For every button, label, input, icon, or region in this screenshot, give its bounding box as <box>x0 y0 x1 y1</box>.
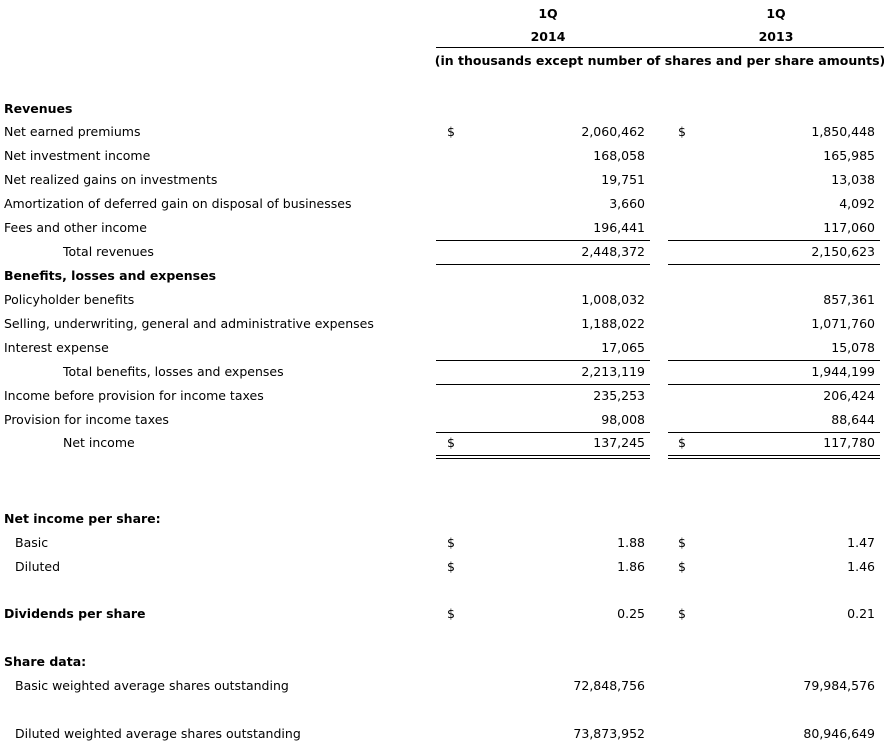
amount: 2,448,372 <box>581 244 645 259</box>
amount: 0.25 <box>617 606 645 621</box>
amount: 196,441 <box>593 220 645 235</box>
section-label: Benefits, losses and expenses <box>4 268 217 283</box>
amount: 3,660 <box>609 196 645 211</box>
amount: 117,060 <box>823 220 875 235</box>
header-rule <box>436 47 884 48</box>
row-label: Diluted <box>15 559 61 574</box>
section-label: Net income per share: <box>4 511 161 526</box>
row-label: Net investment income <box>4 148 151 163</box>
amount: 137,245 <box>593 435 645 450</box>
rule <box>668 384 880 385</box>
rule <box>436 384 650 385</box>
row-label: Interest expense <box>4 340 109 355</box>
rule <box>668 458 880 459</box>
amount: 1,944,199 <box>811 364 875 379</box>
currency: $ <box>678 435 686 450</box>
amount: 98,008 <box>601 412 645 427</box>
row-label: Provision for income taxes <box>4 412 169 427</box>
amount: 80,946,649 <box>803 726 875 741</box>
row-label: Amortization of deferred gain on disposa… <box>4 196 352 211</box>
amount: 1,188,022 <box>581 316 645 331</box>
amount: 1.46 <box>847 559 875 574</box>
rule <box>436 432 650 433</box>
amount: 0.21 <box>847 606 875 621</box>
amount: 73,873,952 <box>573 726 645 741</box>
currency: $ <box>447 124 455 139</box>
row-label: Policyholder benefits <box>4 292 135 307</box>
amount: 19,751 <box>601 172 645 187</box>
currency: $ <box>447 435 455 450</box>
amount: 235,253 <box>593 388 645 403</box>
row-label: Fees and other income <box>4 220 147 235</box>
row-label: Net earned premiums <box>4 124 141 139</box>
amount: 72,848,756 <box>573 678 645 693</box>
units-note: (in thousands except number of shares an… <box>434 53 884 68</box>
column-year: 2014 <box>530 29 566 44</box>
column-period: 1Q <box>766 6 786 21</box>
rule <box>668 360 880 361</box>
currency: $ <box>678 606 686 621</box>
row-label: Basic <box>15 535 49 550</box>
rule <box>668 455 880 456</box>
row-label: Net realized gains on investments <box>4 172 218 187</box>
row-label: Total revenues <box>63 244 154 259</box>
currency: $ <box>678 535 686 550</box>
amount: 165,985 <box>823 148 875 163</box>
amount: 15,078 <box>831 340 875 355</box>
rule <box>668 432 880 433</box>
rule <box>436 455 650 456</box>
currency: $ <box>447 559 455 574</box>
rule <box>436 240 650 241</box>
rule <box>436 264 650 265</box>
section-label: Revenues <box>4 101 73 116</box>
amount: 17,065 <box>601 340 645 355</box>
row-label: Income before provision for income taxes <box>4 388 264 403</box>
rule <box>436 360 650 361</box>
currency: $ <box>447 606 455 621</box>
rule <box>668 240 880 241</box>
column-period: 1Q <box>538 6 558 21</box>
amount: 2,060,462 <box>581 124 645 139</box>
amount: 1.88 <box>617 535 645 550</box>
section-label: Dividends per share <box>4 606 146 621</box>
column-year: 2013 <box>758 29 794 44</box>
row-label: Net income <box>63 435 135 450</box>
amount: 2,213,119 <box>581 364 645 379</box>
row-label: Basic weighted average shares outstandin… <box>15 678 289 693</box>
currency: $ <box>447 535 455 550</box>
amount: 1.86 <box>617 559 645 574</box>
amount: 857,361 <box>823 292 875 307</box>
row-label: Total benefits, losses and expenses <box>63 364 284 379</box>
rule <box>436 458 650 459</box>
row-label: Diluted weighted average shares outstand… <box>15 726 301 741</box>
amount: 1,850,448 <box>811 124 875 139</box>
currency: $ <box>678 559 686 574</box>
amount: 206,424 <box>823 388 875 403</box>
row-label: Selling, underwriting, general and admin… <box>4 316 374 331</box>
amount: 1,008,032 <box>581 292 645 307</box>
amount: 88,644 <box>831 412 875 427</box>
amount: 168,058 <box>593 148 645 163</box>
amount: 1,071,760 <box>811 316 875 331</box>
amount: 2,150,623 <box>811 244 875 259</box>
rule <box>668 264 880 265</box>
amount: 1.47 <box>847 535 875 550</box>
amount: 79,984,576 <box>803 678 875 693</box>
section-label: Share data: <box>4 654 87 669</box>
currency: $ <box>678 124 686 139</box>
amount: 4,092 <box>839 196 875 211</box>
amount: 13,038 <box>831 172 875 187</box>
amount: 117,780 <box>823 435 875 450</box>
